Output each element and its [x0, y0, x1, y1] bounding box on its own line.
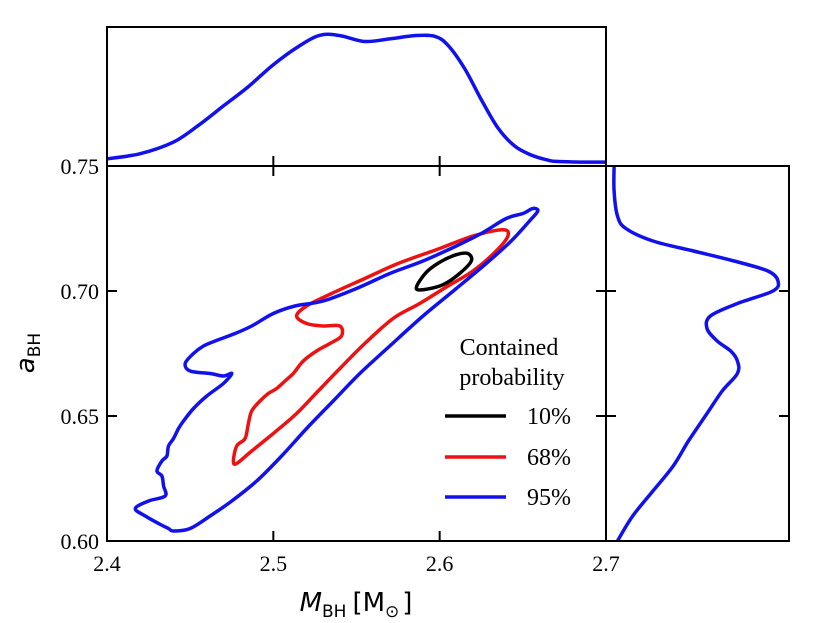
- contour-68-percent: [231, 227, 511, 466]
- contour-lines: [133, 206, 540, 533]
- legend-title-line-2: probability: [459, 365, 564, 391]
- legend-label-68: 68%: [527, 445, 571, 471]
- y-tick-label: 0.60: [61, 529, 100, 554]
- contour-95-percent: [133, 206, 540, 533]
- legend: Contained probability 10% 68% 95%: [445, 335, 571, 511]
- right-marginal-panel: [605, 165, 790, 542]
- y-tick-labels: 0.60 0.65 0.70 0.75: [61, 154, 100, 554]
- x-tick-label: 2.6: [426, 551, 454, 576]
- main-panel-frame: [106, 165, 607, 542]
- x-tick-labels: 2.4 2.5 2.6 2.7: [93, 551, 620, 576]
- main-joint-panel: 2.4 2.5 2.6 2.7 0.60 0.65 0.70 0.75: [61, 154, 620, 576]
- legend-label-95: 95%: [527, 485, 571, 511]
- legend-title-line-1: Contained: [460, 335, 559, 361]
- legend-label-10: 10%: [527, 404, 571, 430]
- marginal-x-density-curve: [106, 32, 607, 164]
- top-marginal-panel: [106, 26, 607, 167]
- y-tick-label: 0.65: [61, 404, 100, 429]
- y-axis-label: aBH: [11, 333, 45, 373]
- contour-10-percent: [414, 251, 474, 292]
- marginal-y-density-curve: [612, 165, 781, 542]
- main-panel-ticks: [106, 165, 607, 542]
- right-marginal-ticks: [606, 165, 789, 542]
- right-marginal-frame: [605, 165, 790, 542]
- y-tick-label: 0.75: [61, 154, 100, 179]
- x-tick-label: 2.4: [93, 551, 121, 576]
- x-tick-label: 2.7: [592, 551, 620, 576]
- y-tick-label: 0.70: [61, 279, 100, 304]
- x-tick-label: 2.5: [260, 551, 288, 576]
- top-marginal-ticks: [106, 156, 607, 166]
- x-axis-label: MBH [M⊙]: [300, 588, 413, 622]
- top-marginal-frame: [106, 26, 607, 167]
